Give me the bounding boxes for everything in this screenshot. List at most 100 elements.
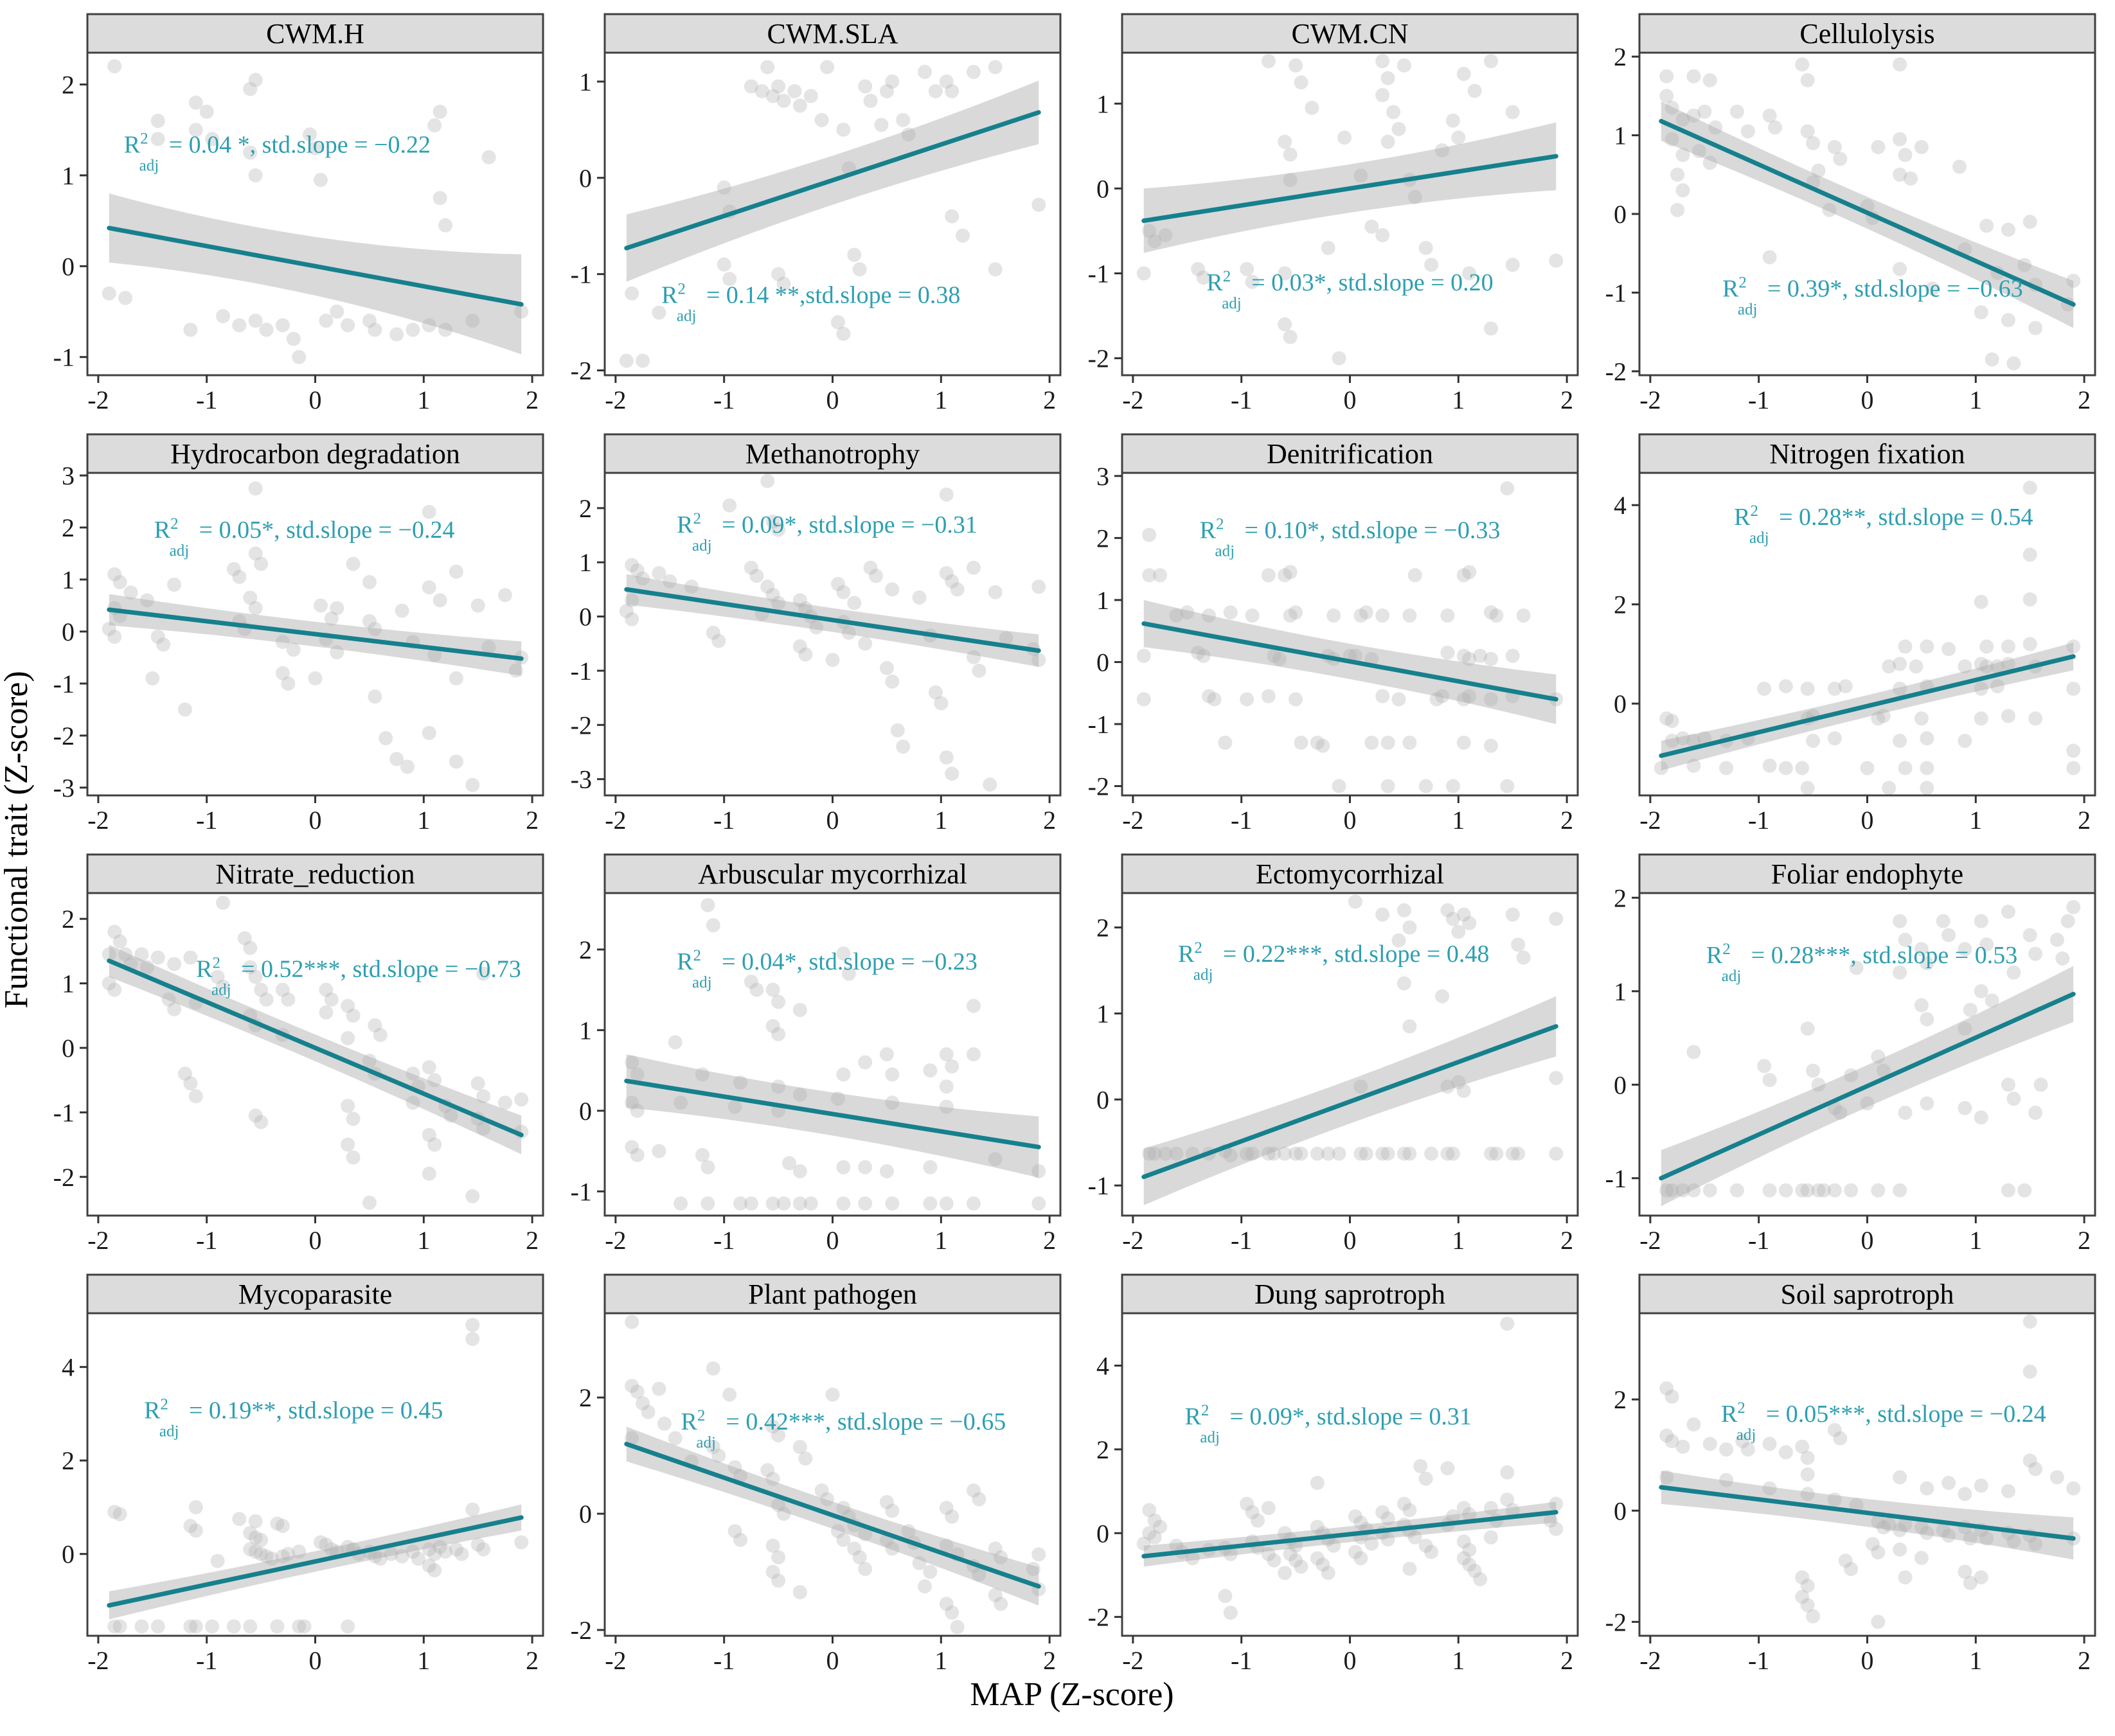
data-point [652, 1144, 666, 1158]
data-point [1451, 130, 1466, 145]
x-tick-label: 0 [309, 1646, 322, 1675]
facet-soil-saprotroph: R2 adj = 0.05***, std.slope = −0.24 Soil s… [1597, 1273, 2099, 1675]
data-point [1543, 1513, 1558, 1528]
data-point [341, 1099, 355, 1113]
x-tick-label: -2 [1639, 1226, 1661, 1255]
data-point [1549, 912, 1564, 926]
data-point [362, 1054, 377, 1068]
data-point [1456, 568, 1471, 583]
data-point [1380, 1532, 1395, 1547]
data-point [2066, 899, 2081, 914]
regression-line [1141, 154, 1558, 224]
data-point [465, 1502, 480, 1517]
data-point [2066, 639, 2081, 654]
data-point [945, 84, 959, 98]
data-point [1031, 580, 1046, 594]
data-point [1516, 608, 1531, 623]
data-point [150, 950, 165, 965]
data-point [934, 696, 949, 711]
data-point [112, 1619, 127, 1634]
data-point [1391, 121, 1406, 136]
data-point [1245, 1146, 1260, 1161]
data-point [324, 992, 339, 1007]
y-tick-label: -2 [571, 357, 592, 385]
data-point [836, 1196, 851, 1211]
data-point [744, 975, 758, 989]
data-point [1893, 681, 1907, 696]
y-tick-label: 0 [62, 252, 75, 281]
facet-strip [86, 433, 544, 474]
data-point [711, 1448, 726, 1463]
data-point [630, 563, 645, 578]
data-point [1180, 605, 1195, 620]
x-tick-label: -2 [605, 1226, 626, 1255]
stats-annotation: R2 adj = 0.19**, std.slope = 0.45 [144, 1396, 443, 1440]
x-tick-label: -1 [1748, 806, 1769, 835]
y-tick-label: 2 [579, 494, 592, 523]
data-point [1289, 1146, 1303, 1161]
data-point [373, 1551, 388, 1566]
data-point [1223, 1148, 1238, 1163]
data-point [722, 1387, 737, 1402]
y-tick-label: 4 [1096, 1351, 1109, 1380]
data-point [1920, 1012, 1934, 1027]
data-point [836, 1160, 851, 1174]
data-point [1664, 714, 1679, 729]
data-point [1348, 894, 1362, 909]
data-point [1261, 1146, 1276, 1161]
data-point [281, 1546, 296, 1561]
data-point [1397, 58, 1411, 73]
data-point [847, 247, 862, 262]
data-point [1147, 1513, 1162, 1528]
data-point [264, 1551, 279, 1566]
data-point [1806, 734, 1821, 748]
data-point [118, 947, 133, 962]
x-tick-label: 1 [1969, 806, 1982, 835]
data-point [319, 314, 334, 328]
data-point [362, 1195, 377, 1210]
data-point [727, 1524, 742, 1539]
y-tick-label: -2 [1088, 1603, 1109, 1632]
data-point [885, 674, 900, 689]
data-point [470, 598, 485, 613]
data-point [308, 671, 323, 686]
regression-line [1659, 654, 2076, 758]
data-point [341, 1137, 355, 1152]
data-point [1941, 642, 1956, 657]
data-point [1380, 779, 1395, 793]
stats-annotation: R2 adj = 0.22***, std.slope = 0.48 [1178, 939, 1489, 984]
data-point [956, 228, 970, 243]
data-point [497, 588, 512, 603]
data-point [275, 982, 290, 997]
data-point [945, 1605, 959, 1620]
data-point [1664, 100, 1679, 115]
y-tick-label: -1 [1088, 710, 1109, 739]
data-point [1348, 1509, 1362, 1524]
data-point [966, 1196, 981, 1211]
data-point [248, 546, 263, 561]
data-point [1169, 1538, 1184, 1553]
facet-denitrification: R2 adj = 0.10*, std.slope = −0.33 Denitrif… [1080, 433, 1582, 835]
data-point [1278, 1146, 1292, 1161]
data-point [1686, 108, 1701, 123]
facet-dung-saprotroph: R2 adj = 0.09*, std.slope = 0.31 Dung sapr… [1080, 1273, 1582, 1675]
data-point [1893, 914, 1907, 928]
data-point [1762, 1073, 1777, 1088]
data-point [1844, 1183, 1859, 1198]
facet-grid: R2 adj = 0.04 *, std.slope = −0.22 CWM.H 2 1… [45, 13, 2099, 1675]
data-point [1332, 779, 1346, 793]
data-point [1806, 1609, 1821, 1624]
data-point [1664, 1389, 1679, 1404]
data-point [1686, 69, 1701, 84]
data-point [150, 630, 165, 644]
y-tick-label: 2 [1614, 590, 1627, 619]
stats-annotation: R2 adj = 0.09*, std.slope = 0.31 [1185, 1402, 1472, 1446]
data-point [1191, 261, 1206, 276]
data-point [1462, 651, 1477, 666]
facet-ectomycorrhizal: R2 adj = 0.22***, std.slope = 0.48 Ectomyc… [1080, 853, 1582, 1255]
data-point [1827, 731, 1842, 746]
data-point [1849, 961, 1864, 975]
data-point [2006, 356, 2021, 371]
data-point [183, 1519, 198, 1534]
y-tick-label: 2 [1614, 42, 1627, 71]
